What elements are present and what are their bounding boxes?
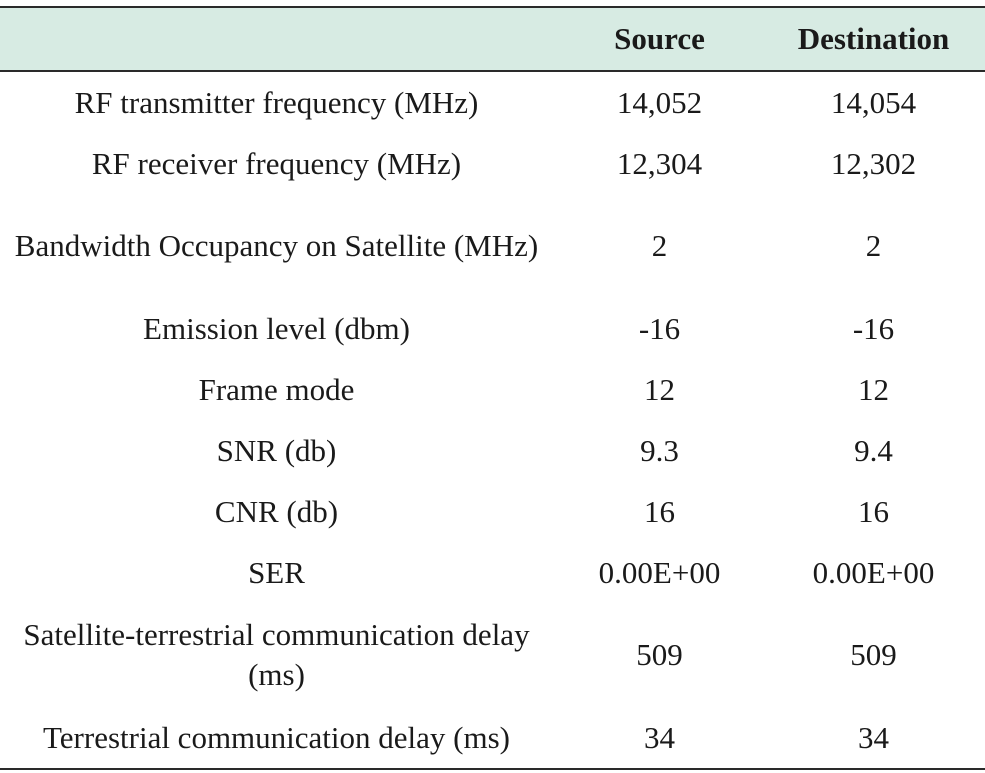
row-label: RF receiver frequency (MHz): [91, 145, 462, 181]
source-value: 9.3: [640, 432, 679, 468]
table-header: Source Destination: [0, 6, 985, 72]
source-value: 12: [644, 371, 675, 407]
source-value: 16: [644, 493, 675, 529]
table-row: RF transmitter frequency (MHz) 14,052 14…: [0, 71, 985, 133]
table-row: Bandwidth Occupancy on Satellite (MHz) 2…: [0, 194, 985, 298]
table-row: Satellite-terrestrial communication dela…: [0, 603, 985, 707]
row-label: RF transmitter frequency (MHz): [74, 84, 479, 120]
header-destination: Destination: [762, 6, 985, 72]
table-row: CNR (db) 16 16: [0, 481, 985, 542]
row-label: Bandwidth Occupancy on Satellite (MHz): [14, 228, 539, 263]
header-source: Source: [557, 6, 762, 72]
destination-value: 0.00E+00: [812, 554, 935, 590]
row-label: Frame mode: [198, 371, 355, 407]
destination-value: 14,054: [830, 84, 917, 120]
table-row: Emission level (dbm) -16 -16: [0, 298, 985, 359]
destination-value: 2: [865, 228, 882, 263]
row-label: SER: [248, 554, 305, 590]
destination-value: 16: [858, 493, 889, 529]
row-label: Terrestrial communication delay (ms): [0, 707, 557, 770]
header-parameter: [0, 6, 557, 72]
source-value: 0.00E+00: [598, 554, 721, 590]
table-row: Frame mode 12 12: [0, 359, 985, 420]
row-label: CNR (db): [214, 493, 339, 529]
source-value: 509: [636, 637, 683, 672]
source-value: 14,052: [616, 84, 703, 120]
row-label: Emission level (dbm): [143, 310, 410, 346]
data-table-container: Source Destination RF transmitter freque…: [0, 6, 985, 770]
table-body: RF transmitter frequency (MHz) 14,052 14…: [0, 71, 985, 770]
source-value: 2: [651, 228, 668, 263]
destination-value: 509: [850, 637, 897, 672]
source-value: 34: [557, 707, 762, 770]
parameters-table: Source Destination RF transmitter freque…: [0, 6, 985, 770]
row-label: Satellite-terrestrial communication dela…: [23, 617, 530, 692]
table-row: RF receiver frequency (MHz) 12,304 12,30…: [0, 133, 985, 194]
destination-value: 12: [858, 371, 889, 407]
destination-value: 9.4: [854, 432, 893, 468]
source-value: 12,304: [616, 145, 703, 181]
destination-value: 34: [762, 707, 985, 770]
source-value: -16: [638, 310, 681, 346]
table-row: SNR (db) 9.3 9.4: [0, 420, 985, 481]
destination-value: 12,302: [830, 145, 917, 181]
row-label: SNR (db): [216, 432, 337, 468]
header-row: Source Destination: [0, 6, 985, 72]
destination-value: -16: [852, 310, 895, 346]
table-row: SER 0.00E+00 0.00E+00: [0, 542, 985, 603]
table-row: Terrestrial communication delay (ms) 34 …: [0, 707, 985, 770]
